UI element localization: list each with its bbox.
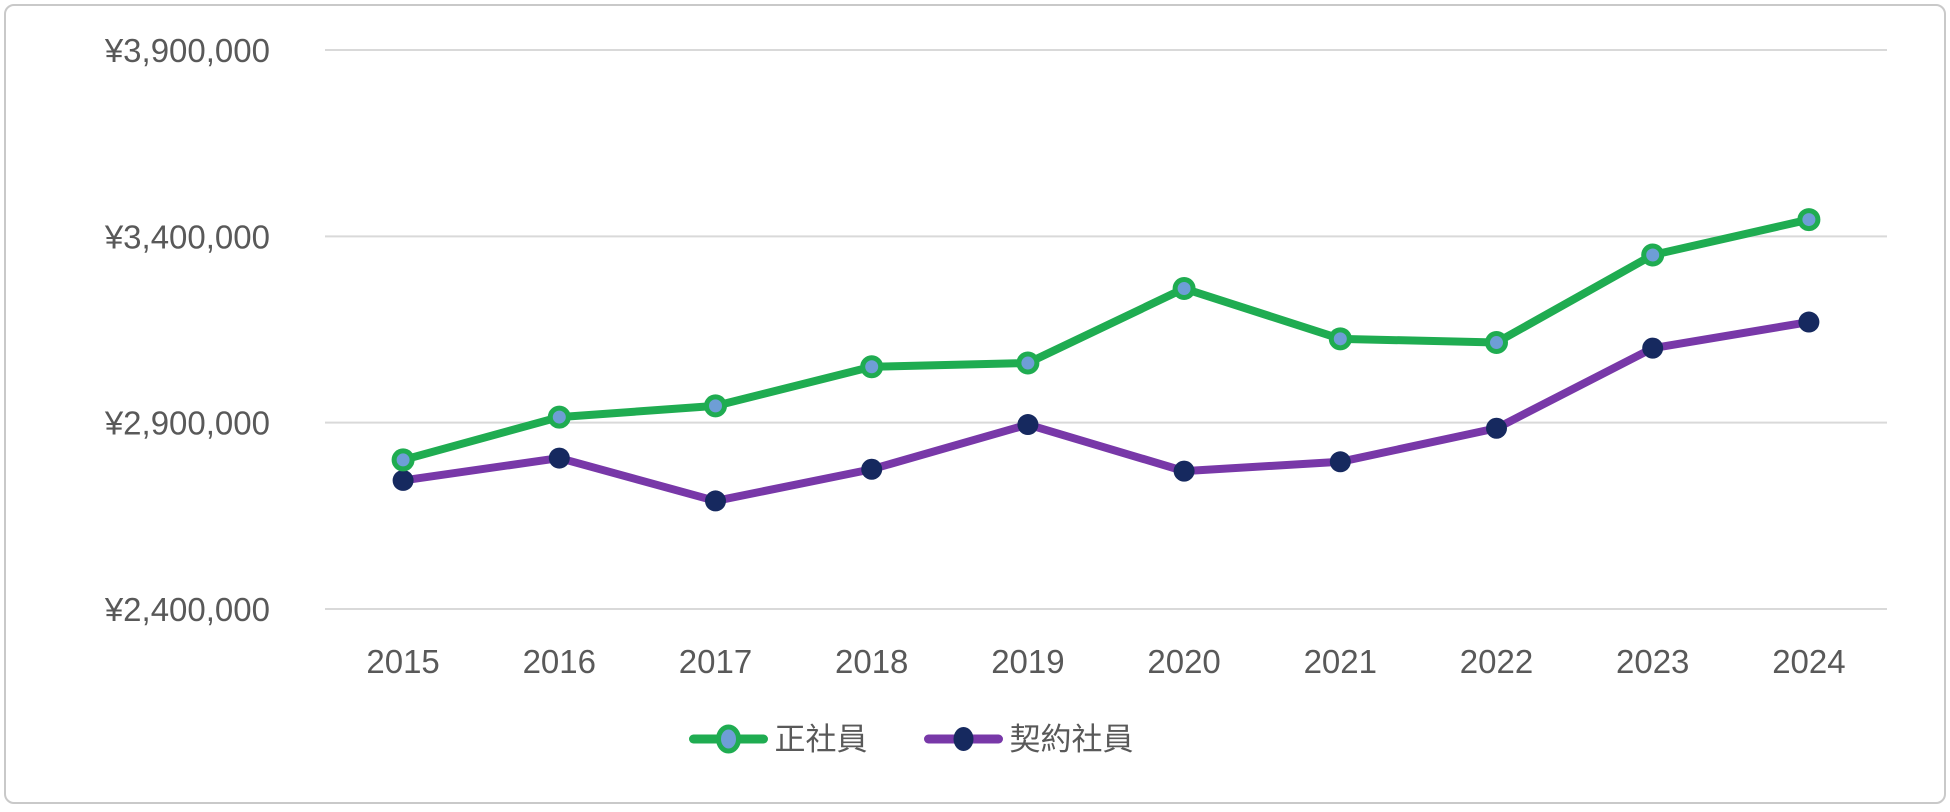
data-point-marker (704, 394, 727, 418)
series-line (399, 215, 1813, 464)
x-axis-tick-label: 2022 (1460, 643, 1533, 680)
y-axis-tick-label: ¥3,400,000 (104, 218, 270, 255)
x-axis-tick-label: 2021 (1304, 643, 1377, 680)
y-axis-tick-label: ¥2,400,000 (104, 591, 270, 628)
chart-container: ¥2,400,000 ¥2,900,000 ¥3,400,000 ¥3,900,000… (4, 4, 1946, 804)
legend-marker (716, 724, 741, 754)
data-point-marker (1486, 417, 1507, 439)
data-point-marker (392, 469, 414, 491)
data-point-marker (1016, 351, 1040, 375)
legend-item-keiyakushain: 契約社員 (924, 722, 1134, 756)
legend-swatch-keiyakushain (924, 727, 1003, 751)
data-point-marker (705, 490, 726, 512)
x-axis-tick-label: 2017 (679, 643, 752, 680)
data-point-marker (1328, 327, 1352, 351)
x-axis-tick-label: 2023 (1616, 643, 1689, 680)
data-point-marker (547, 405, 571, 429)
legend-item-seishain: 正社員 (689, 722, 868, 756)
data-point-marker (548, 447, 570, 469)
data-point-marker (1173, 460, 1195, 482)
series-line (399, 318, 1813, 505)
data-point-marker (861, 458, 883, 480)
x-axis-tick-label: 2024 (1772, 643, 1845, 680)
legend-marker (953, 727, 974, 751)
data-point-marker (1017, 414, 1039, 436)
data-point-marker (1329, 451, 1351, 473)
y-axis-tick-label: ¥2,900,000 (104, 405, 270, 442)
data-point-marker (1641, 243, 1665, 267)
x-axis-tick-label: 2020 (1147, 643, 1220, 680)
data-point-marker (1798, 311, 1820, 333)
legend-label-keiyakushain: 契約社員 (1009, 721, 1134, 757)
y-axis-tick-label: ¥3,900,000 (104, 32, 270, 69)
data-point-marker (1797, 208, 1821, 232)
x-axis-tick-label: 2018 (835, 643, 908, 680)
data-point-marker (391, 448, 415, 472)
data-point-marker (860, 355, 884, 379)
x-axis-tick-label: 2019 (991, 643, 1064, 680)
data-point-marker (1485, 331, 1508, 355)
legend: 正社員 契約社員 (689, 722, 1134, 756)
legend-swatch-seishain (689, 724, 768, 754)
data-point-marker (1172, 277, 1196, 301)
legend-label-seishain: 正社員 (774, 721, 868, 757)
x-axis-tick-label: 2015 (366, 643, 439, 680)
data-point-marker (1642, 337, 1664, 359)
x-axis-tick-label: 2016 (523, 643, 596, 680)
line-chart: ¥2,400,000 ¥2,900,000 ¥3,400,000 ¥3,900,000… (104, 32, 1887, 680)
